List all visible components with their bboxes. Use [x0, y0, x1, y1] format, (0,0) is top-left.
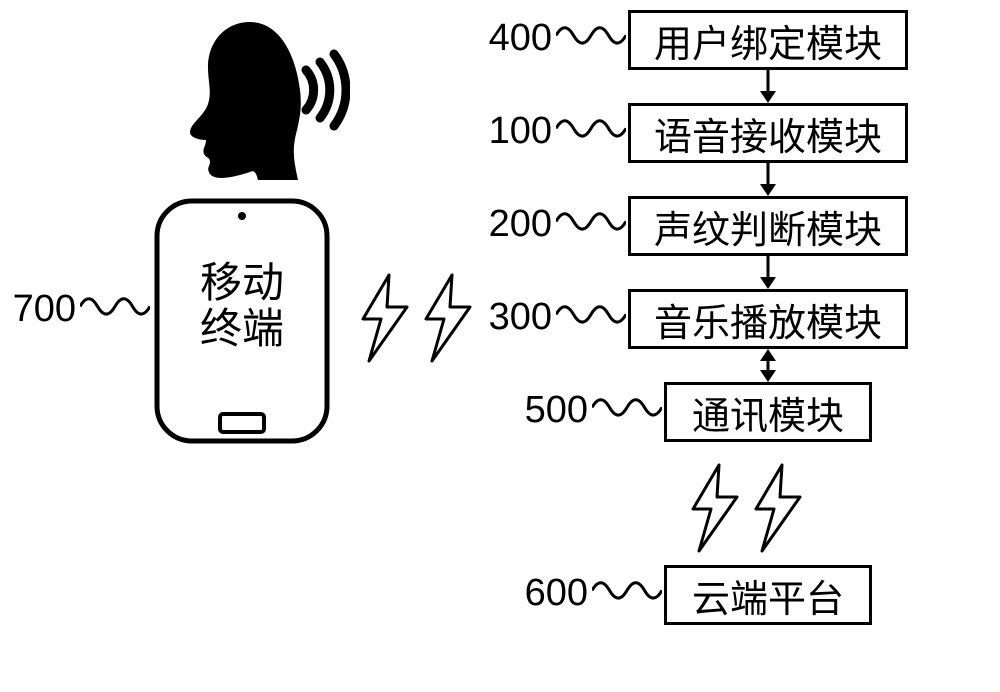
ref-label-600: 600	[498, 572, 588, 615]
module-cloud-platform: 云端平台	[664, 565, 872, 625]
module-label: 通讯模块	[692, 385, 844, 440]
module-label: 云端平台	[692, 568, 844, 623]
speaking-head-icon	[180, 12, 350, 182]
wireless-link-icon	[680, 460, 810, 555]
wavy-connector	[592, 575, 662, 615]
module-voiceprint-judge: 声纹判断模块	[628, 196, 908, 256]
ref-label-100: 100	[462, 110, 552, 153]
wireless-link-icon	[350, 270, 480, 365]
module-label: 语音接收模块	[654, 106, 882, 161]
mobile-terminal-label: 移动 终端	[152, 256, 332, 356]
ref-label-700: 700	[0, 288, 76, 331]
wavy-connector	[80, 291, 150, 331]
wavy-connector	[556, 206, 626, 246]
ref-label-400: 400	[462, 17, 552, 60]
ref-label-200: 200	[462, 203, 552, 246]
module-label: 用户绑定模块	[654, 13, 882, 68]
wavy-connector	[592, 392, 662, 432]
module-music-play: 音乐播放模块	[628, 289, 908, 349]
module-communication: 通讯模块	[664, 382, 872, 442]
module-label: 音乐播放模块	[654, 292, 882, 347]
module-label: 声纹判断模块	[654, 199, 882, 254]
module-user-binding: 用户绑定模块	[628, 10, 908, 70]
module-voice-receive: 语音接收模块	[628, 103, 908, 163]
wavy-connector	[556, 113, 626, 153]
wavy-connector	[556, 299, 626, 339]
wavy-connector	[556, 20, 626, 60]
ref-label-500: 500	[498, 389, 588, 432]
